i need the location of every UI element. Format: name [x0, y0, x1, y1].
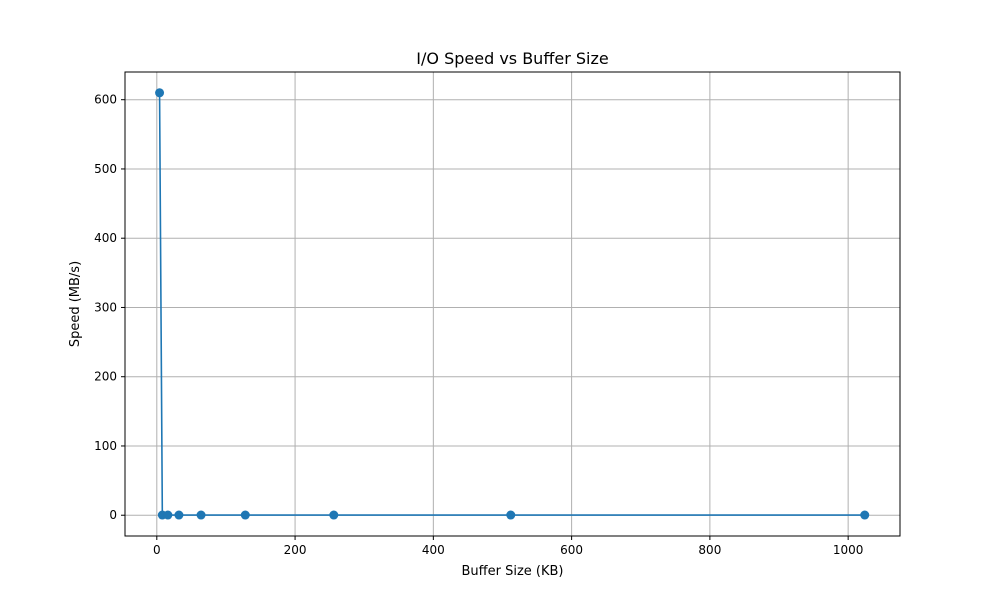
- x-tick-label: 400: [422, 543, 445, 557]
- y-tick-label: 0: [109, 508, 117, 522]
- chart-title: I/O Speed vs Buffer Size: [416, 49, 608, 68]
- y-tick-label: 400: [94, 231, 117, 245]
- y-tick-label: 300: [94, 300, 117, 314]
- data-point: [329, 510, 339, 520]
- x-tick-label: 800: [698, 543, 721, 557]
- y-tick-label: 200: [94, 370, 117, 384]
- y-axis-label: Speed (MB/s): [68, 261, 83, 347]
- data-point: [240, 510, 250, 520]
- series-layer: [155, 88, 870, 520]
- data-point: [196, 510, 206, 520]
- data-point: [506, 510, 516, 520]
- data-point: [174, 510, 184, 520]
- data-point: [163, 510, 173, 520]
- x-tick-label: 600: [560, 543, 583, 557]
- x-tick-label: 1000: [833, 543, 864, 557]
- data-point: [155, 88, 165, 98]
- x-axis-label: Buffer Size (KB): [462, 564, 564, 579]
- plot-frame: [124, 71, 901, 537]
- ticks: 0 200 400 600 800 1000 0 100 200 300 400 500 600: [94, 93, 863, 557]
- y-tick-label: 600: [94, 93, 117, 107]
- x-tick-label: 200: [284, 543, 307, 557]
- y-tick-label: 100: [94, 439, 117, 453]
- grid: [125, 72, 900, 536]
- y-tick-label: 500: [94, 162, 117, 176]
- x-tick-label: 0: [153, 543, 161, 557]
- data-point: [860, 510, 870, 520]
